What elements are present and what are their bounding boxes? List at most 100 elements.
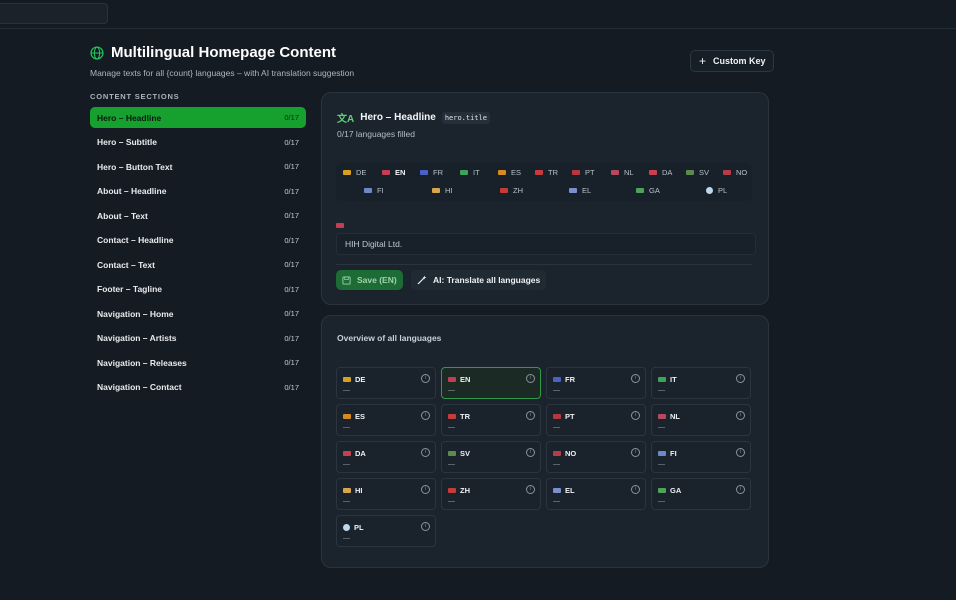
language-card-value: — <box>343 461 350 468</box>
language-card-hi[interactable]: HI i — <box>336 478 436 510</box>
section-item[interactable]: About – Headline 0/17 <box>90 181 306 202</box>
language-tab-it[interactable]: IT <box>460 165 480 180</box>
language-tab-label: PL <box>718 186 728 195</box>
language-card-el[interactable]: EL i — <box>546 478 646 510</box>
language-tab-de[interactable]: DE <box>343 165 366 180</box>
info-icon[interactable]: i <box>526 374 535 383</box>
flag-zh-icon <box>500 188 508 193</box>
language-card-ga[interactable]: GA i — <box>651 478 751 510</box>
flag-ga-icon <box>636 188 644 193</box>
language-card-code: ES <box>355 412 366 421</box>
language-tab-sv[interactable]: SV <box>686 165 709 180</box>
info-icon[interactable]: i <box>526 448 535 457</box>
language-tab-fi[interactable]: FI <box>364 183 384 198</box>
overview-title: Overview of all languages <box>337 333 442 343</box>
section-item-label: Footer – Tagline <box>97 284 163 294</box>
current-language-flag-icon <box>336 215 344 233</box>
editor-title: Hero – Headline <box>360 112 436 123</box>
language-card-nl[interactable]: NL i — <box>651 404 751 436</box>
info-icon[interactable]: i <box>526 485 535 494</box>
info-icon[interactable]: i <box>736 411 745 420</box>
language-tab-en[interactable]: EN <box>382 165 405 180</box>
language-card-pl[interactable]: PL i — <box>336 515 436 547</box>
section-item[interactable]: Navigation – Artists 0/17 <box>90 328 306 349</box>
section-item-count: 0/17 <box>284 137 299 147</box>
info-icon[interactable]: i <box>736 485 745 494</box>
section-item[interactable]: Navigation – Contact 0/17 <box>90 377 306 398</box>
section-item-label: Contact – Text <box>97 259 155 270</box>
custom-key-button[interactable]: + Custom Key <box>690 50 774 72</box>
section-item[interactable]: Contact – Text 0/17 <box>90 254 306 275</box>
save-button[interactable]: Save (EN) <box>336 270 403 290</box>
info-icon[interactable]: i <box>631 411 640 420</box>
language-card-de[interactable]: DE i — <box>336 367 436 399</box>
language-tab-hi[interactable]: HI <box>432 183 453 198</box>
page-subtitle: Manage texts for all {count} languages –… <box>90 68 355 78</box>
language-card-value: — <box>343 424 350 431</box>
language-tab-label: DA <box>662 168 673 177</box>
language-tab-fr[interactable]: FR <box>420 165 443 180</box>
language-card-en[interactable]: EN i — <box>441 367 541 399</box>
key-badge: hero.title <box>441 111 490 124</box>
language-card-value: — <box>658 498 665 505</box>
language-card-code: IT <box>670 375 677 384</box>
info-icon[interactable]: i <box>631 485 640 494</box>
language-card-header: ES <box>343 412 365 421</box>
language-card-header: SV <box>448 449 470 458</box>
language-card-da[interactable]: DA i — <box>336 441 436 473</box>
language-card-header: FI <box>658 449 677 458</box>
language-card-zh[interactable]: ZH i — <box>441 478 541 510</box>
translation-input[interactable]: HIH Digital Ltd. <box>336 233 756 255</box>
info-icon[interactable]: i <box>421 411 430 420</box>
language-card-code: DA <box>355 449 366 458</box>
section-item[interactable]: Navigation – Home 0/17 <box>90 303 306 324</box>
language-tab-tr[interactable]: TR <box>535 165 558 180</box>
info-icon[interactable]: i <box>421 485 430 494</box>
info-icon[interactable]: i <box>421 448 430 457</box>
language-tab-pt[interactable]: PT <box>572 165 595 180</box>
section-item[interactable]: Footer – Tagline 0/17 <box>90 279 306 300</box>
section-item[interactable]: Hero – Button Text 0/17 <box>90 156 306 177</box>
section-item[interactable]: Navigation – Releases 0/17 <box>90 352 306 373</box>
info-icon[interactable]: i <box>631 374 640 383</box>
language-card-tr[interactable]: TR i — <box>441 404 541 436</box>
language-card-value: — <box>343 535 350 542</box>
info-icon[interactable]: i <box>526 411 535 420</box>
language-card-sv[interactable]: SV i — <box>441 441 541 473</box>
language-tab-da[interactable]: DA <box>649 165 672 180</box>
ai-translate-button[interactable]: AI: Translate all languages <box>411 270 547 290</box>
section-item[interactable]: Hero – Headline 0/17 <box>90 107 306 128</box>
plus-icon: + <box>699 54 707 68</box>
section-item[interactable]: Hero – Subtitle 0/17 <box>90 132 306 153</box>
section-item[interactable]: About – Text 0/17 <box>90 205 306 226</box>
language-card-it[interactable]: IT i — <box>651 367 751 399</box>
language-card-header: PT <box>553 412 575 421</box>
language-tab-pl[interactable]: PL <box>706 183 727 198</box>
info-icon[interactable]: i <box>736 448 745 457</box>
language-card-pt[interactable]: PT i — <box>546 404 646 436</box>
language-tab-label: EL <box>582 186 592 195</box>
language-card-fi[interactable]: FI i — <box>651 441 751 473</box>
language-card-header: FR <box>553 375 575 384</box>
language-tab-zh[interactable]: ZH <box>500 183 523 198</box>
language-card-code: DE <box>355 375 366 384</box>
flag-fi-icon <box>364 188 372 193</box>
top-search-field[interactable] <box>0 3 108 24</box>
info-icon[interactable]: i <box>421 374 430 383</box>
info-icon[interactable]: i <box>631 448 640 457</box>
info-icon[interactable]: i <box>736 374 745 383</box>
info-icon[interactable]: i <box>421 522 430 531</box>
language-card-fr[interactable]: FR i — <box>546 367 646 399</box>
language-tab-nl[interactable]: NL <box>611 165 634 180</box>
language-tab-es[interactable]: ES <box>498 165 521 180</box>
language-card-es[interactable]: ES i — <box>336 404 436 436</box>
language-tab-ga[interactable]: GA <box>636 183 660 198</box>
language-card-no[interactable]: NO i — <box>546 441 646 473</box>
filled-status: 0/17 languages filled <box>337 129 415 139</box>
language-tab-no[interactable]: NO <box>723 165 747 180</box>
language-card-value: — <box>658 424 665 431</box>
section-item[interactable]: Contact – Headline 0/17 <box>90 230 306 251</box>
language-tab-el[interactable]: EL <box>569 183 591 198</box>
divider <box>336 264 752 265</box>
flag-tr-icon <box>535 170 543 175</box>
